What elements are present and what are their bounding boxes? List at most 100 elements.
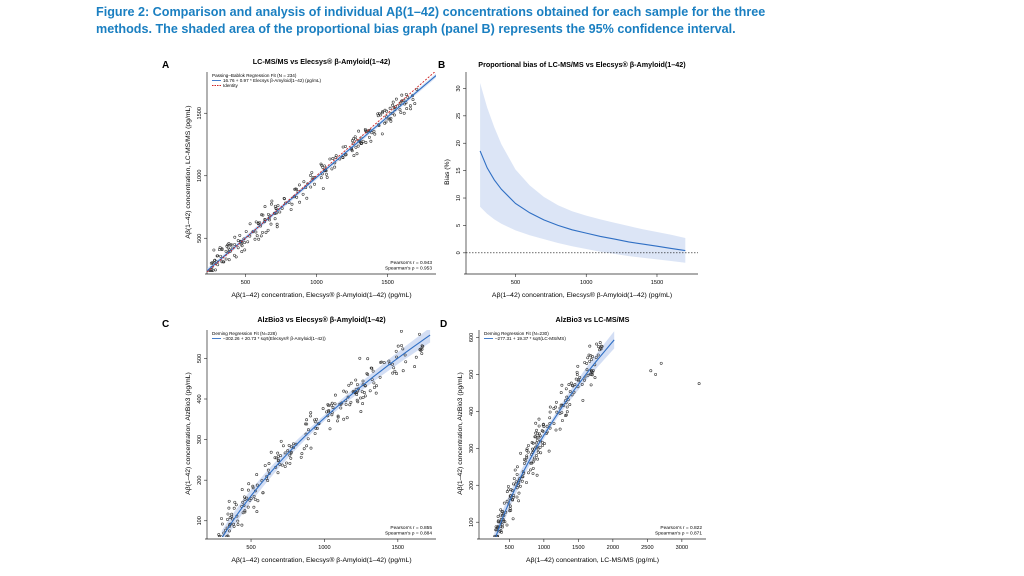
plot-area [492, 331, 701, 542]
data-point [535, 438, 539, 442]
data-point [505, 523, 509, 527]
data-point [400, 99, 404, 103]
data-point [535, 428, 539, 432]
data-point [501, 510, 505, 513]
data-point [532, 458, 536, 462]
data-point [588, 344, 592, 348]
data-point [360, 390, 364, 394]
data-point [321, 187, 325, 190]
data-point [365, 129, 369, 133]
data-point [360, 141, 364, 145]
legend-entry: –277.31 + 19.37 * sqrt(LC-MS/MS) [495, 336, 566, 341]
x-tick-label: 1500 [651, 280, 663, 286]
data-point [228, 516, 232, 520]
data-point [537, 417, 541, 421]
data-point [243, 248, 247, 252]
data-point [274, 206, 278, 210]
data-point [309, 185, 313, 189]
data-point [219, 539, 221, 541]
data-point [246, 505, 250, 509]
data-point [387, 359, 391, 363]
data-point [382, 361, 386, 365]
data-point [220, 260, 224, 264]
data-point [301, 192, 305, 196]
data-point [494, 540, 496, 542]
data-point [508, 504, 512, 508]
y-tick-label: 200 [469, 481, 475, 490]
data-point [367, 135, 371, 139]
data-point [599, 347, 603, 351]
data-point [517, 491, 521, 495]
panel-letter: A [162, 60, 169, 71]
data-point [305, 418, 309, 422]
data-point [255, 510, 259, 514]
panel-letter: C [162, 319, 169, 330]
data-point [315, 417, 319, 421]
data-point [305, 422, 309, 426]
data-point [273, 217, 277, 221]
data-point [400, 344, 404, 347]
data-point [276, 471, 280, 475]
data-point [226, 517, 229, 521]
legend-entry: 16.76 + 0.97 * Elecsys β-Amyloid(1–42) (… [223, 78, 321, 83]
data-point [285, 461, 288, 465]
data-point [242, 495, 246, 499]
data-point [345, 416, 349, 420]
plot-area [217, 330, 431, 541]
data-point [269, 222, 273, 226]
data-point [558, 427, 562, 431]
data-point [541, 441, 545, 444]
data-point [330, 413, 334, 417]
data-point [261, 491, 265, 495]
data-point [371, 369, 375, 373]
data-point [587, 353, 591, 357]
data-point [398, 108, 402, 112]
data-point [354, 145, 358, 149]
y-axis-label: Bias (%) [444, 159, 451, 185]
data-point [586, 356, 590, 360]
y-tick-label: 400 [469, 407, 475, 416]
data-point [224, 537, 226, 539]
data-point [539, 451, 543, 455]
data-point [339, 406, 343, 410]
data-point [575, 370, 579, 374]
panel-letter: B [438, 60, 445, 71]
data-point [580, 382, 584, 386]
data-point [350, 148, 354, 152]
y-tick-label: 500 [197, 354, 203, 363]
data-point [263, 205, 267, 209]
data-point [530, 461, 534, 465]
data-point [591, 369, 595, 372]
data-point [236, 519, 240, 523]
data-point [589, 358, 593, 362]
data-point [577, 379, 581, 383]
data-point [290, 202, 294, 206]
panel-title: LC-MS/MS vs Elecsys® β-Amyloid(1–42) [253, 57, 391, 66]
data-point [341, 155, 345, 159]
data-point [232, 253, 236, 257]
data-point [229, 243, 233, 247]
data-point [404, 360, 408, 364]
data-point [393, 113, 396, 117]
data-point [276, 455, 280, 458]
data-point [519, 451, 523, 455]
data-point [269, 202, 273, 206]
data-point [392, 366, 396, 370]
data-point [327, 409, 331, 413]
data-point [372, 386, 376, 389]
data-point [221, 260, 225, 264]
data-point [536, 457, 540, 461]
data-point [654, 372, 658, 376]
data-point [372, 129, 376, 133]
y-axis-label: Aβ(1–42) concentration, AlzBio3 (pg/mL) [457, 372, 464, 495]
data-point [380, 360, 383, 364]
data-point [570, 384, 574, 387]
data-point [525, 481, 528, 484]
y-tick-label: 30 [456, 85, 462, 91]
data-point [286, 449, 290, 453]
y-tick-label: 0 [456, 251, 462, 254]
data-point [295, 187, 299, 191]
data-point [585, 368, 589, 372]
data-point [288, 461, 292, 465]
